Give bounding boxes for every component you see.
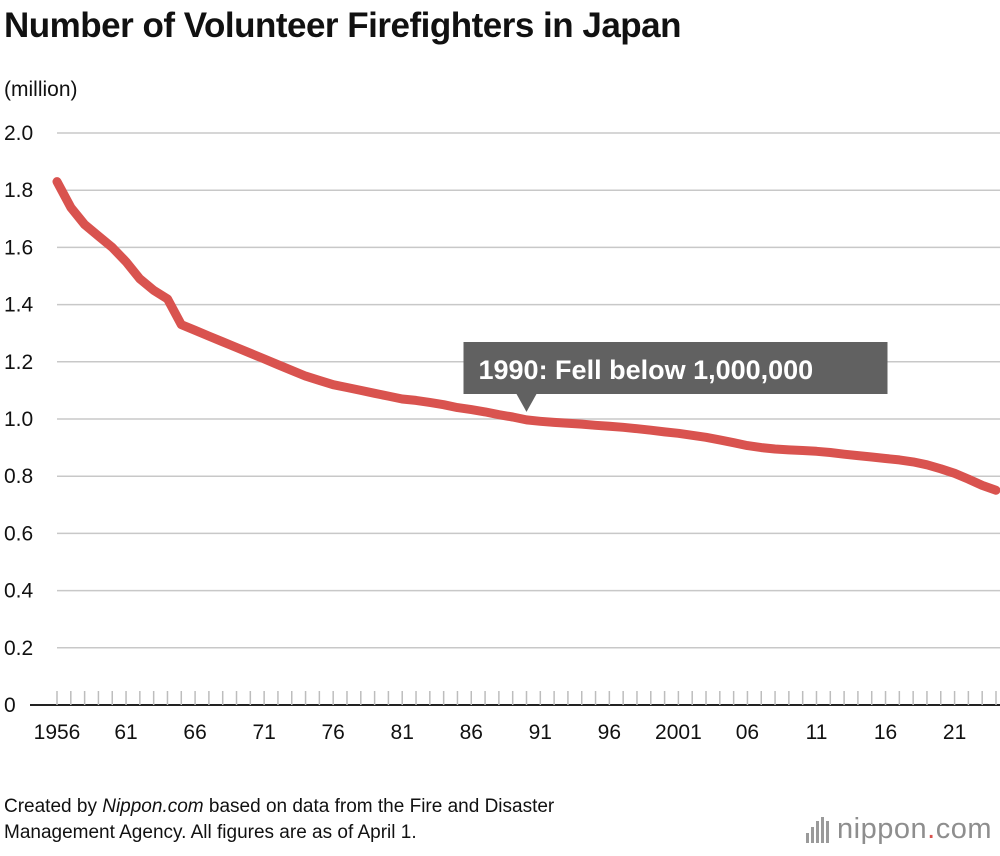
brand-logo-icon: [806, 816, 830, 843]
y-tick-label: 2.0: [4, 122, 33, 145]
callout-pointer: [516, 394, 537, 412]
series-line-volunteer-firefighters: [52, 177, 1000, 495]
y-tick-label: 0: [4, 694, 16, 717]
brand-wordmark: nippon.com: [837, 813, 992, 846]
x-tick-label: 61: [114, 721, 137, 744]
x-axis-tick-labels: 1956 61 66 71 76 81 86 91 96 2001 06 11 16 21: [34, 721, 967, 744]
chart-title: Number of Volunteer Firefighters in Japa…: [4, 6, 682, 45]
callout-box: [463, 342, 888, 394]
x-tick-label: 11: [806, 721, 828, 744]
y-tick-label: 0.6: [4, 522, 33, 545]
x-tick-label: 2001: [655, 721, 702, 744]
y-tick-label: 1.6: [4, 236, 33, 259]
x-tick-label: 66: [183, 721, 206, 744]
y-tick-label: 0.2: [4, 637, 33, 660]
x-tick-label: 86: [460, 721, 483, 744]
y-axis-unit-label: (million): [4, 78, 78, 101]
brand-logo: nippon.com: [806, 813, 992, 846]
annotation-callout: 1990: Fell below 1,000,000: [463, 342, 888, 412]
y-tick-label: 1.0: [4, 408, 33, 431]
line-chart: 0 0.2 0.4 0.6 0.8 1.0 1.2 1.4 1.6 1.8 2.0 1956 61 66…: [4, 122, 1000, 744]
y-tick-label: 0.4: [4, 580, 34, 603]
source-note: Created by Nippon.com based on data from…: [4, 794, 554, 846]
source-prefix: Created by: [4, 796, 103, 817]
y-tick-label: 1.8: [4, 179, 33, 202]
x-tick-label: 1956: [34, 721, 81, 744]
x-tick-label: 81: [391, 721, 414, 744]
brand-suffix: com: [935, 813, 992, 845]
brand-dot: .: [927, 813, 936, 845]
x-tick-label: 06: [736, 721, 759, 744]
y-axis-tick-labels: 0 0.2 0.4 0.6 0.8 1.0 1.2 1.4 1.6 1.8 2.0: [4, 122, 34, 717]
x-tick-label: 71: [252, 721, 275, 744]
x-tick-label: 16: [874, 721, 897, 744]
x-axis: [30, 691, 1000, 706]
y-tick-label: 1.2: [4, 351, 33, 374]
callout-text: 1990: Fell below 1,000,000: [479, 355, 814, 385]
x-tick-label: 96: [598, 721, 621, 744]
source-name: Nippon.com: [102, 796, 204, 817]
y-tick-label: 1.4: [4, 294, 34, 317]
source-line1-rest: based on data from the Fire and Disaster: [203, 796, 555, 817]
series-layer: [52, 177, 1000, 495]
x-tick-label: 91: [529, 721, 552, 744]
annotation-layer: 1990: Fell below 1,000,000: [463, 342, 888, 412]
source-line2: Management Agency. All figures are as of…: [4, 822, 417, 843]
y-tick-label: 0.8: [4, 465, 33, 488]
x-tick-label: 21: [943, 721, 966, 744]
brand-name: nippon: [837, 813, 928, 845]
x-tick-label: 76: [321, 721, 344, 744]
